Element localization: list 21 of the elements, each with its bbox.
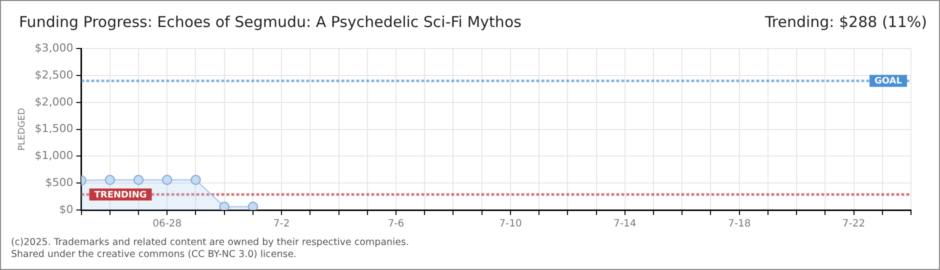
x-tick-label: 7-22 [842, 218, 866, 230]
x-tick-label: 7-18 [728, 218, 751, 230]
x-tick-label: 7-6 [388, 218, 404, 230]
text: Shared under the creative commons (CC BY-NC 3.0) license. [11, 249, 298, 261]
y-tick-label: $0 [59, 202, 74, 216]
ref-line-label: TRENDING [94, 190, 147, 200]
ref-line-label: GOAL [874, 76, 902, 87]
x-tick-label: 06-28 [152, 218, 182, 230]
x-tick-label: 7-2 [273, 218, 290, 230]
text: Trending: $288 (11%) [764, 13, 927, 31]
x-tick-label: 7-10 [499, 218, 522, 230]
y-axis-title: PLEDGED [18, 108, 28, 151]
y-tick-label: $1,000 [34, 149, 74, 162]
y-tick-label: $3,000 [34, 41, 74, 54]
y-tick-label: $1,500 [34, 122, 74, 136]
y-tick-label: $2,500 [34, 68, 74, 82]
text: (c)2025. Trademarks and related content are owned by their respective companies. [11, 237, 409, 249]
y-tick-label: $2,000 [34, 95, 74, 108]
y-tick-label: $500 [45, 176, 74, 189]
x-tick-label: 7-14 [614, 218, 636, 230]
chart-title: Funding Progress: Echoes of Segmudu: A Psychedelic Sci-Fi Mythos [19, 13, 522, 31]
